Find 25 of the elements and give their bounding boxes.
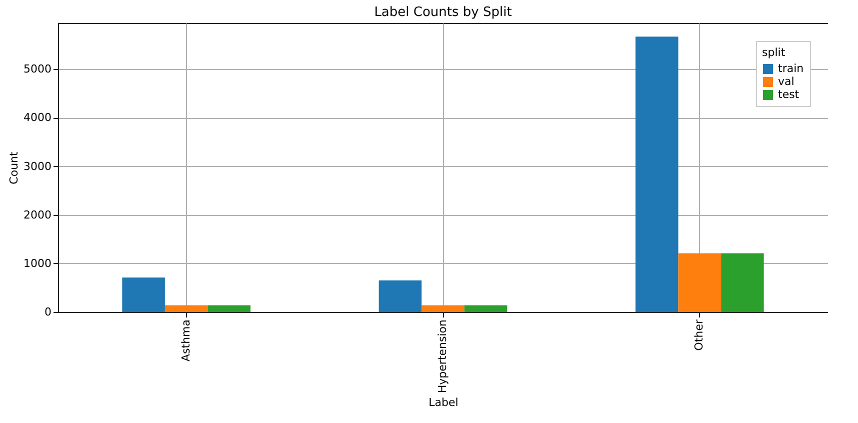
legend-title: split xyxy=(762,46,786,59)
chart-title: Label Counts by Split xyxy=(374,5,512,20)
bar xyxy=(422,305,464,312)
y-tick-label: 2000 xyxy=(24,208,52,222)
y-tick-label: 5000 xyxy=(24,62,52,76)
x-tick-label: Hypertension xyxy=(436,319,449,394)
bar xyxy=(378,280,422,312)
bar xyxy=(208,305,250,312)
x-tick-label: Asthma xyxy=(179,320,192,362)
x-axis-title: Label xyxy=(428,396,458,410)
x-tick-label: Other xyxy=(692,319,706,351)
bar xyxy=(464,305,508,312)
y-tick-label: 1000 xyxy=(24,256,52,270)
legend-label: val xyxy=(778,75,794,88)
bar xyxy=(636,36,678,312)
y-tick-label: 4000 xyxy=(24,111,52,124)
y-tick-label: 3000 xyxy=(24,160,52,173)
y-tick-label: 0 xyxy=(44,306,52,318)
bar xyxy=(122,278,165,312)
y-axis-title: Count xyxy=(8,150,21,184)
legend-label: test xyxy=(778,88,800,101)
bar xyxy=(678,253,722,312)
bar xyxy=(164,305,208,312)
legend-label: train xyxy=(778,62,804,75)
bar xyxy=(721,253,764,312)
